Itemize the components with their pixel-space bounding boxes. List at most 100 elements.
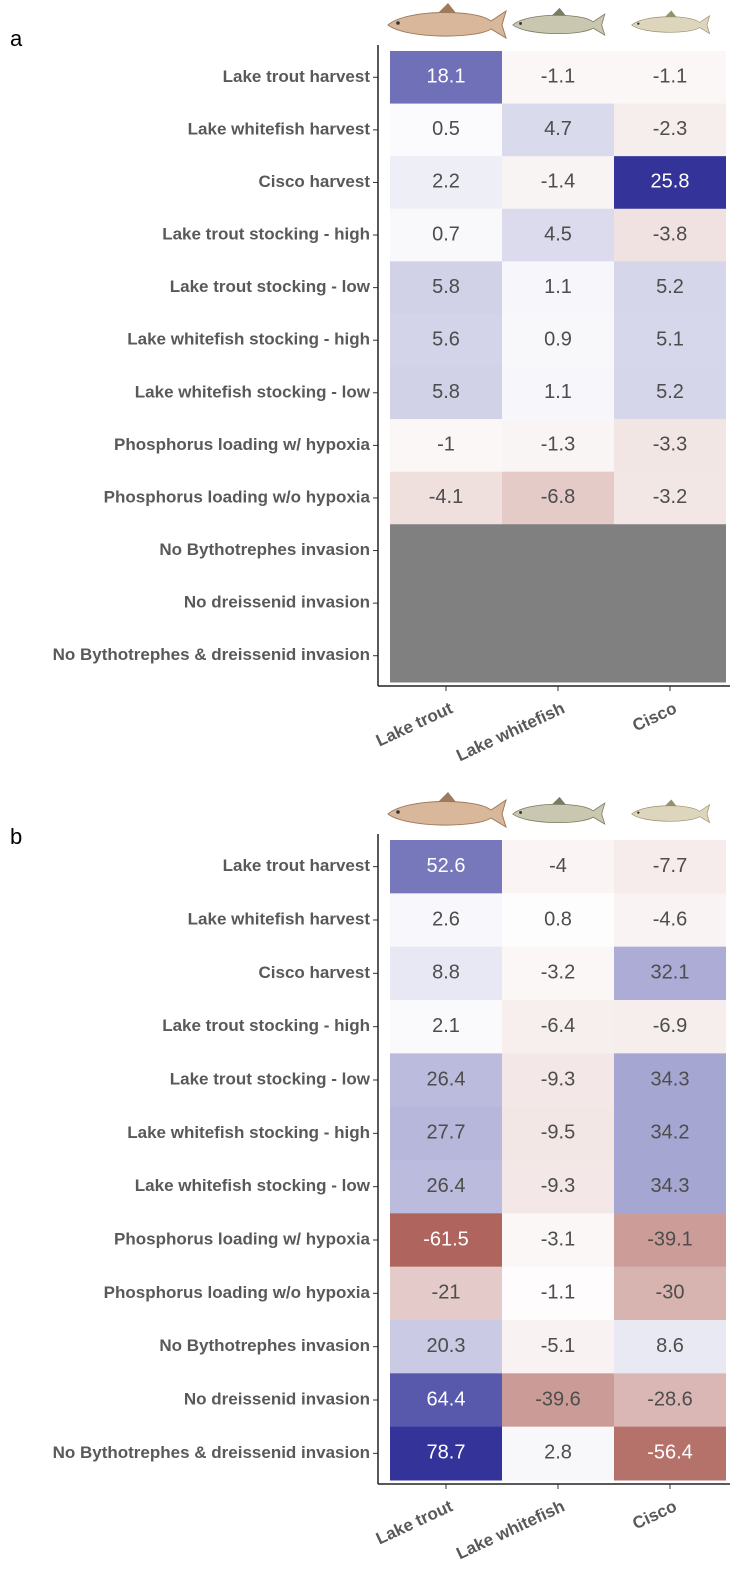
heatmap-cell [614, 1000, 726, 1054]
missing-cell [502, 524, 614, 578]
cell-value: 2.1 [432, 1015, 460, 1037]
cell-value: -6.8 [541, 486, 575, 508]
heatmap-cell [502, 156, 614, 210]
cell-value: 0.9 [544, 328, 572, 350]
heatmap-cell [502, 1266, 614, 1321]
heatmap-cell [614, 1266, 726, 1321]
heatmap-cell [390, 261, 502, 315]
heatmap-cell [390, 1160, 502, 1214]
heatmap-cell [614, 1053, 726, 1108]
col-label: Cisco [630, 1496, 680, 1533]
heatmap-cell [502, 1053, 614, 1108]
fish-fin [664, 799, 677, 807]
cell-value: 0.5 [432, 118, 460, 140]
cell-value: 2.6 [432, 908, 460, 930]
cell-value: 1.1 [544, 276, 572, 298]
row-label: Phosphorus loading w/o hypoxia [104, 487, 371, 506]
cell-value: -56.4 [647, 1442, 693, 1464]
heatmap-cell [502, 313, 614, 367]
row-label: No Bythotrephes invasion [159, 1336, 370, 1355]
cell-value: 0.7 [432, 223, 460, 245]
row-label: Lake whitefish stocking - high [127, 1123, 370, 1142]
fish-fin [438, 792, 456, 802]
heatmap-cell [614, 1320, 726, 1374]
cell-value: -6.9 [653, 1015, 687, 1037]
fish-fin [551, 7, 566, 16]
heatmap-cell [502, 366, 614, 420]
row-label: Phosphorus loading w/ hypoxia [114, 1229, 371, 1248]
row-label: Lake trout stocking - high [162, 225, 370, 244]
heatmap-cell [390, 103, 502, 157]
cell-value: 4.7 [544, 118, 572, 140]
fish-illustration [512, 7, 606, 36]
cell-value: -4.1 [429, 486, 463, 508]
cell-value: -28.6 [647, 1388, 693, 1410]
heatmap-cell [390, 156, 502, 210]
heatmap-cell [502, 893, 614, 948]
cell-value: -61.5 [423, 1228, 469, 1250]
heatmap-cell [502, 1213, 614, 1268]
fish-fin [551, 796, 566, 805]
heatmap-cell [390, 1213, 502, 1268]
missing-cell [390, 629, 502, 683]
heatmap-cell [502, 1160, 614, 1214]
heatmap-cell [502, 946, 614, 1001]
cell-value: 34.3 [651, 1175, 690, 1197]
fish-body [631, 14, 711, 35]
fish-eye [637, 811, 640, 814]
heatmap-cell [390, 1426, 502, 1481]
cell-value: 5.8 [432, 381, 460, 403]
panel-label: b [10, 824, 22, 849]
missing-cell [614, 576, 726, 630]
cell-value: 26.4 [427, 1068, 466, 1090]
heatmap-cell [614, 366, 726, 420]
heatmap-cell [390, 313, 502, 367]
heatmap-cell [614, 1373, 726, 1428]
heatmap-cell [614, 946, 726, 1001]
cell-value: 27.7 [427, 1122, 466, 1144]
row-label: No dreissenid invasion [184, 1389, 370, 1408]
cell-value: 2.8 [544, 1442, 572, 1464]
cell-value: 4.5 [544, 223, 572, 245]
fish-illustration [387, 3, 507, 40]
heatmap-cell [390, 1053, 502, 1108]
fish-eye [637, 22, 640, 25]
heatmap-cell [614, 471, 726, 525]
heatmap-cell [502, 1000, 614, 1054]
heatmap-cell [390, 946, 502, 1001]
cell-value: -4 [549, 855, 567, 877]
cell-value: 5.2 [656, 276, 684, 298]
heatmap-cell [502, 840, 614, 894]
col-label: Lake whitefish [453, 1496, 567, 1563]
row-label: Lake trout stocking - low [170, 277, 371, 296]
heatmap-cell [502, 103, 614, 157]
heatmap-cell [502, 1426, 614, 1481]
cell-value: -30 [656, 1282, 685, 1304]
heatmap-cell [614, 313, 726, 367]
col-label: Lake trout [373, 698, 456, 750]
row-label: No Bythotrephes & dreissenid invasion [53, 1443, 370, 1462]
fish-body [512, 13, 606, 36]
row-label: Phosphorus loading w/ hypoxia [114, 435, 371, 454]
cell-value: 34.2 [651, 1122, 690, 1144]
heatmap-cell [390, 419, 502, 473]
heatmap-cell [614, 1106, 726, 1161]
missing-cell [390, 524, 502, 578]
cell-value: 5.8 [432, 276, 460, 298]
row-label: Cisco harvest [259, 172, 371, 191]
cell-value: 5.6 [432, 328, 460, 350]
heatmap-cell [614, 419, 726, 473]
heatmap-cell [614, 261, 726, 315]
missing-cell [390, 576, 502, 630]
cell-value: 64.4 [427, 1388, 466, 1410]
fish-fin [664, 10, 677, 18]
col-label: Cisco [630, 698, 680, 735]
row-label: No dreissenid invasion [184, 593, 370, 612]
col-label: Lake whitefish [453, 698, 567, 765]
cell-value: 52.6 [427, 855, 466, 877]
heatmap-cell [502, 1373, 614, 1428]
heatmap-cell [614, 840, 726, 894]
cell-value: -3.3 [653, 434, 687, 456]
cell-value: -39.1 [647, 1228, 693, 1250]
row-label: Cisco harvest [259, 963, 371, 982]
